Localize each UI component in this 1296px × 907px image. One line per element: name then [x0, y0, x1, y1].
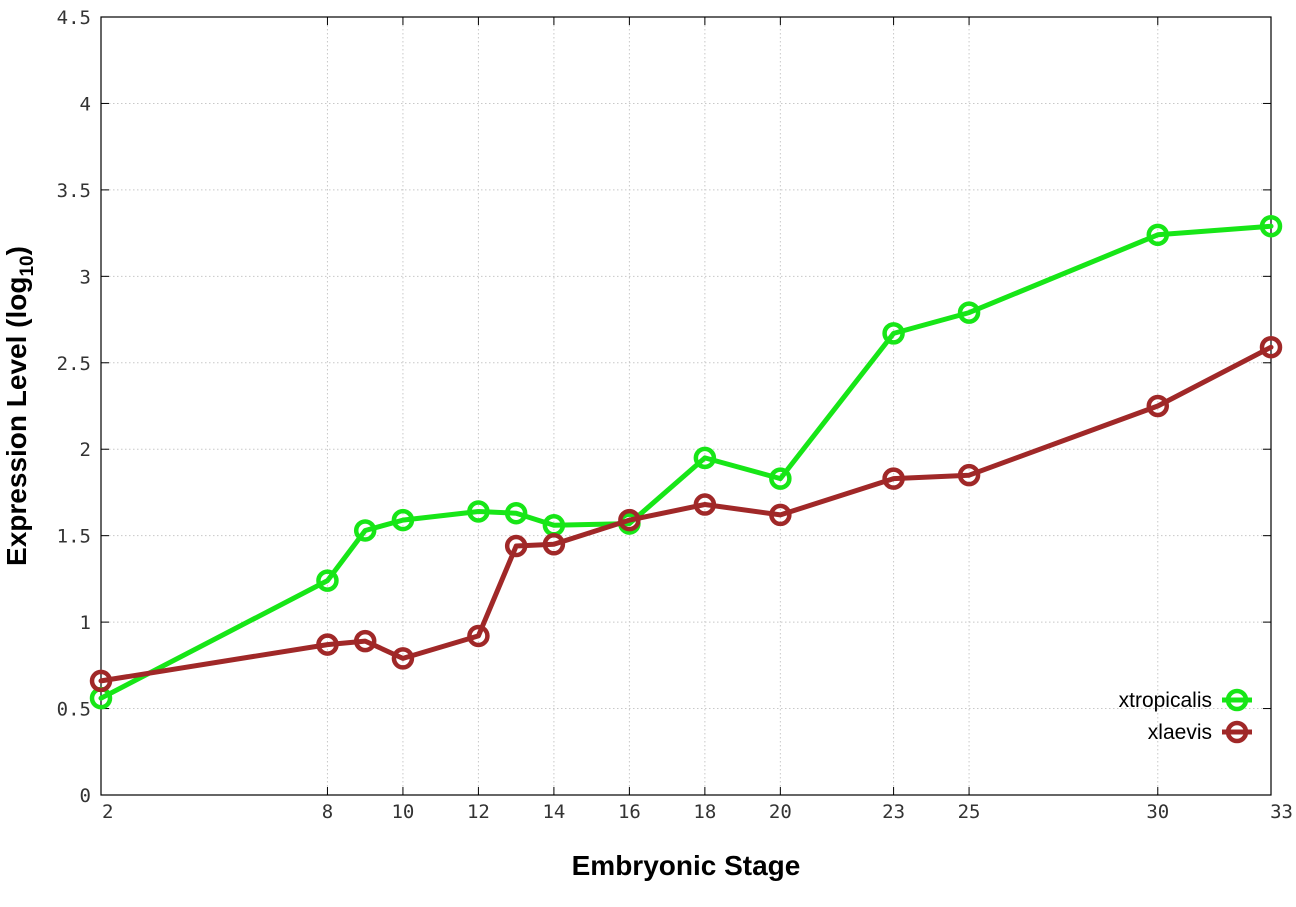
x-tick-label: 10 — [391, 801, 414, 823]
data-point-xlaevis — [391, 647, 415, 670]
data-point-xtropicalis — [957, 301, 981, 324]
x-tick-label: 12 — [467, 801, 490, 823]
data-point-xtropicalis — [391, 508, 415, 532]
data-point-xtropicalis — [769, 467, 792, 490]
x-tick-label: 8 — [322, 801, 333, 823]
grid — [101, 17, 1271, 795]
series-xtropicalis — [89, 214, 1283, 710]
data-point-xtropicalis — [1259, 214, 1283, 238]
data-point-xlaevis — [353, 629, 377, 653]
data-point-xtropicalis — [693, 446, 717, 470]
data-point-xtropicalis — [316, 569, 339, 592]
y-axis-title-subscript: 10 — [17, 255, 38, 276]
x-tick-label: 23 — [882, 801, 905, 823]
data-point-xlaevis — [467, 624, 490, 648]
x-tick-label: 30 — [1146, 801, 1169, 823]
y-axis-title-main: Expression Level (log — [1, 277, 32, 566]
x-tick-label: 2 — [102, 801, 113, 823]
x-tick-label: 18 — [693, 801, 716, 823]
series-group — [89, 214, 1283, 710]
data-point-xlaevis — [618, 508, 641, 532]
data-point-xlaevis — [316, 633, 339, 656]
legend: xtropicalis xlaevis — [1119, 688, 1252, 744]
data-point-xlaevis — [957, 463, 981, 487]
plot-area — [100, 16, 1272, 796]
x-tick-label: 33 — [1270, 801, 1293, 823]
series-line-xlaevis — [98, 344, 1274, 684]
data-point-xtropicalis — [504, 501, 528, 525]
y-tick-label: 1 — [80, 612, 91, 634]
y-axis-title: Expression Level (log10) — [1, 246, 38, 566]
legend-label: xlaevis — [1148, 721, 1212, 744]
series-xlaevis — [89, 335, 1283, 693]
legend-item-xtropicalis: xtropicalis — [1119, 688, 1252, 712]
data-point-xlaevis — [882, 467, 905, 490]
y-tick-label: 2 — [80, 439, 91, 461]
y-tick-label: 0 — [80, 785, 91, 807]
series-line-xtropicalis — [98, 223, 1274, 701]
x-tick-label: 20 — [769, 801, 792, 823]
x-axis-title: Embryonic Stage — [572, 850, 801, 881]
y-tick-label: 3.5 — [57, 180, 91, 202]
legend-label: xtropicalis — [1119, 689, 1212, 712]
data-point-xtropicalis — [1146, 223, 1170, 247]
x-tick-label: 16 — [618, 801, 641, 823]
data-point-xtropicalis — [882, 322, 905, 345]
y-tick-label: 0.5 — [57, 699, 91, 721]
x-tick-label: 14 — [542, 801, 565, 823]
data-point-xlaevis — [769, 503, 792, 527]
data-point-xlaevis — [1146, 394, 1170, 418]
legend-item-xlaevis: xlaevis — [1148, 720, 1252, 744]
legend-marker-icon — [1225, 720, 1249, 744]
y-tick-label: 1.5 — [57, 526, 91, 548]
axis-ticks: 0 0.5 1 1.5 2 2.5 3 3.5 4 4.5 2 8 10 12 14 16 18 20 23 25 30… — [57, 7, 1293, 823]
legend-marker-icon — [1225, 688, 1249, 712]
y-tick-label: 3 — [80, 266, 91, 288]
data-point-xtropicalis — [353, 519, 377, 542]
y-tick-label: 2.5 — [57, 353, 91, 375]
y-tick-label: 4 — [80, 93, 91, 115]
data-point-xlaevis — [1259, 335, 1283, 359]
data-point-xtropicalis — [467, 500, 490, 523]
data-point-xlaevis — [504, 534, 528, 558]
x-tick-label: 25 — [958, 801, 981, 823]
data-point-xlaevis — [542, 533, 566, 556]
data-point-xlaevis — [693, 493, 717, 516]
data-point-xlaevis — [89, 669, 113, 693]
y-tick-label: 4.5 — [57, 7, 91, 29]
y-axis-title-close: ) — [1, 246, 32, 255]
